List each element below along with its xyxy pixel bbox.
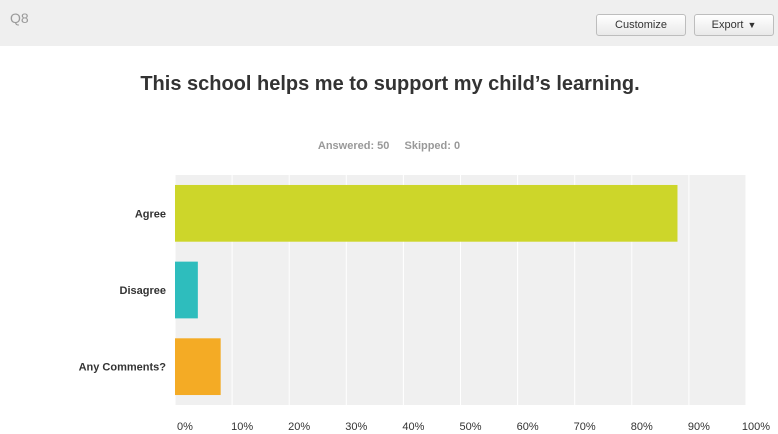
customize-button-label: Customize [615, 19, 667, 31]
x-tick-label: 10% [231, 421, 253, 433]
category-label: Disagree [120, 285, 166, 297]
export-button-label: Export [711, 19, 744, 31]
answered-count: Answered: 50 [317, 140, 390, 152]
caret-down-icon: ▼ [747, 20, 757, 30]
export-button[interactable]: Export ▼ [694, 14, 774, 36]
x-tick-label: 60% [517, 421, 539, 433]
chart-title: This school helps me to support my child… [140, 73, 640, 95]
bar [175, 338, 221, 396]
x-tick-label: 30% [345, 421, 367, 433]
x-tick-label: 70% [574, 421, 596, 433]
x-tick-label: 80% [631, 421, 653, 433]
category-label: Agree [135, 208, 166, 220]
x-tick-label: 0% [177, 421, 193, 433]
x-tick-label: 100% [742, 421, 770, 433]
bar [175, 184, 678, 242]
skipped-count: Skipped: 0 [404, 140, 461, 152]
bar [175, 261, 198, 319]
x-tick-label: 90% [688, 421, 710, 433]
x-tick-label: 50% [459, 421, 481, 433]
question-header: Q8 Customize Export ▼ [0, 0, 778, 46]
category-label: Any Comments? [79, 362, 167, 374]
question-number: Q8 [10, 10, 29, 26]
x-tick-label: 20% [288, 421, 310, 433]
customize-button[interactable]: Customize [596, 14, 686, 36]
x-tick-label: 40% [402, 421, 424, 433]
response-stats: Answered: 50 Skipped: 0 [0, 140, 778, 152]
